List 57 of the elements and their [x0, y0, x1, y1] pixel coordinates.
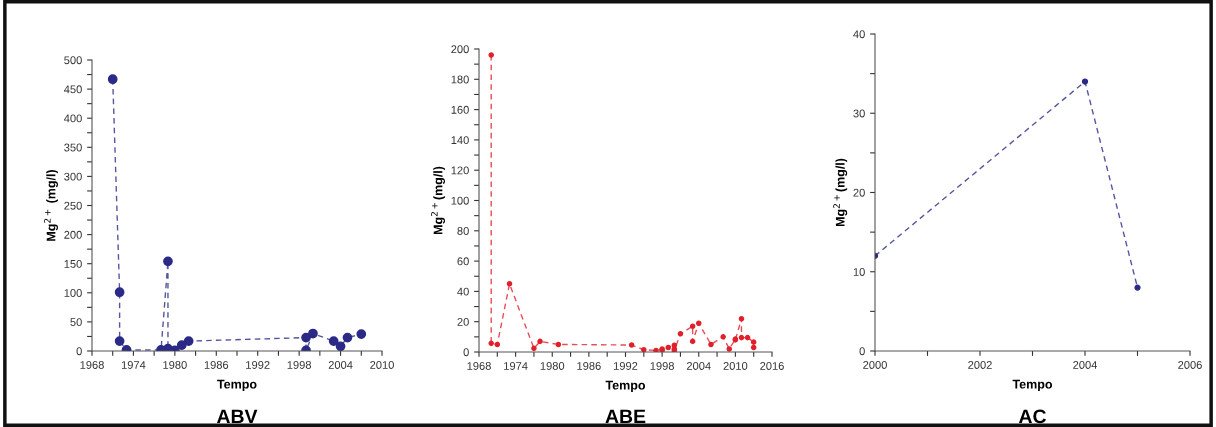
- x-tick-label: 2002: [968, 361, 992, 369]
- x-tick-label: 1992: [613, 362, 638, 370]
- y-tick-label: 100: [64, 289, 82, 297]
- x-tick-label: 2016: [760, 362, 784, 370]
- text: ABE: [605, 409, 646, 424]
- y-tick-label: 40: [853, 30, 865, 39]
- y-tick-label: 20: [853, 188, 865, 197]
- x-tick-label: 2006: [1178, 361, 1202, 369]
- y-tick-label: 50: [70, 318, 82, 327]
- y-tick-label: 30: [853, 109, 865, 118]
- x-tick-label: 1974: [121, 361, 146, 369]
- x-tick-label: 2010: [370, 361, 394, 369]
- y-tick-label: 450: [64, 85, 82, 94]
- x-tick-label: 2004: [1073, 361, 1098, 369]
- x-tick-label: 1986: [577, 362, 601, 370]
- x-tick-label: 2004: [328, 361, 353, 369]
- y-axis-title: Mg$^{2+}$(mg/l): [431, 166, 445, 235]
- y-axis-title: Mg$^{2+}$ (mg/l): [44, 170, 58, 241]
- text: ABV: [216, 409, 258, 424]
- x-tick-label: 1998: [650, 362, 674, 370]
- x-axis-title: Tempo: [605, 380, 646, 393]
- y-tick-label: 250: [64, 201, 82, 210]
- x-tick-label: 2004: [686, 362, 711, 370]
- y-tick-label: 500: [64, 56, 82, 65]
- y-tick-label: 350: [64, 143, 82, 152]
- x-axis-title: Tempo: [217, 379, 257, 392]
- y-tick-label: 150: [64, 259, 82, 268]
- y-tick-label: 20: [457, 317, 469, 326]
- x-tick-label: 1968: [80, 361, 104, 369]
- y-tick-label: 200: [451, 45, 469, 54]
- x-tick-label: 1980: [163, 361, 187, 369]
- x-tick-label: 1980: [540, 362, 565, 370]
- y-tick-label: 400: [64, 114, 82, 123]
- y-tick-label: 180: [451, 75, 469, 84]
- x-tick-label: 2010: [723, 362, 748, 370]
- text: AC: [1018, 409, 1047, 424]
- x-tick-label: 2000: [863, 361, 887, 369]
- y-tick-label: 80: [457, 227, 469, 235]
- y-tick-label: 60: [457, 257, 469, 266]
- y-tick-label: 0: [859, 347, 865, 356]
- x-tick-label: 1998: [287, 361, 312, 369]
- y-tick-label: 200: [64, 230, 82, 239]
- y-tick-label: 300: [64, 172, 82, 181]
- y-tick-label: 100: [451, 196, 469, 205]
- y-tick-label: 120: [451, 166, 469, 175]
- x-tick-label: 1986: [204, 361, 229, 369]
- y-tick-label: 140: [451, 136, 469, 145]
- y-tick-label: 10: [853, 268, 865, 276]
- x-tick-label: 1992: [246, 361, 270, 369]
- y-tick-label: 0: [463, 348, 469, 357]
- x-tick-label: 1974: [504, 362, 528, 370]
- y-tick-label: 40: [457, 287, 469, 296]
- x-tick-label: 1968: [467, 362, 491, 370]
- y-tick-label: 0: [76, 347, 82, 356]
- y-tick-label: 160: [451, 105, 469, 114]
- x-axis-title: Tempo: [1012, 379, 1053, 392]
- y-axis-title: Mg$^{2+}$(mg/l): [833, 158, 848, 227]
